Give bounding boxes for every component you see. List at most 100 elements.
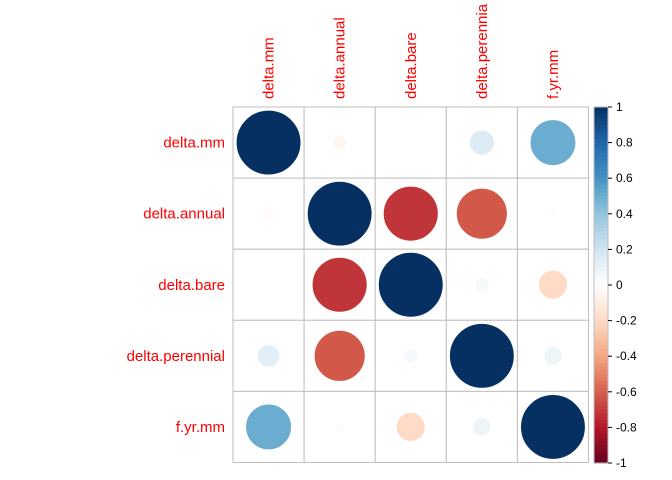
column-label: delta.annual (332, 17, 349, 99)
legend-swatch (594, 384, 608, 389)
legend-swatch (594, 242, 608, 247)
legend-swatch (594, 267, 608, 272)
legend-swatch (594, 423, 608, 428)
legend-swatch (594, 153, 608, 158)
legend-swatch (594, 185, 608, 190)
correlation-circle (262, 207, 275, 220)
grid-cell (516, 248, 590, 321)
column-label: delta.mm (261, 37, 278, 99)
grid-cell (374, 106, 447, 179)
correlation-circle (403, 348, 419, 364)
legend-swatch (594, 149, 608, 154)
legend-swatch (594, 220, 608, 226)
legend-swatch (594, 391, 608, 396)
legend-swatch (594, 260, 608, 265)
legend-swatch (594, 299, 608, 304)
legend-swatch (594, 192, 608, 197)
legend-swatch (594, 295, 608, 300)
correlation-circle (543, 346, 563, 366)
color-legend: 1 0.8 0.6 0.4 0.2 0 -0.2 -0.4 -0.6 -0.8 -1 (593, 100, 637, 470)
correlation-circle (468, 129, 495, 156)
correlation-circle (256, 344, 281, 368)
correlation-circle (377, 251, 444, 318)
legend-tick-label: 1 (616, 100, 623, 114)
legend-tick-label: 0 (616, 278, 623, 292)
legend-swatch (594, 156, 608, 161)
legend-swatch (594, 309, 608, 315)
legend-swatch (594, 199, 608, 204)
legend-swatch (594, 331, 608, 336)
column-label: delta.bare (403, 32, 420, 99)
legend-tick-label: 0.6 (616, 171, 633, 185)
correlation-circle (382, 185, 439, 242)
correlation-circle (332, 134, 348, 151)
cells-layer (232, 106, 590, 463)
legend-swatch (594, 327, 608, 332)
legend-swatch (594, 366, 608, 372)
legend-swatch (594, 452, 608, 457)
legend-swatch (594, 359, 608, 364)
legend-swatch (594, 288, 608, 293)
legend-swatch (594, 448, 608, 453)
legend-swatch (594, 224, 608, 229)
legend-tick-label: -0.4 (616, 349, 637, 363)
legend-swatch (594, 349, 608, 354)
legend-swatch (594, 110, 608, 115)
legend-swatch (594, 277, 608, 283)
legend-swatch (594, 188, 608, 194)
legend-swatch (594, 196, 608, 201)
legend-swatch (594, 416, 608, 421)
legend-swatch (594, 306, 608, 311)
legend-swatch (594, 167, 608, 172)
legend-swatch (594, 256, 608, 261)
correlation-circle (395, 412, 426, 442)
grid-cell (303, 390, 376, 463)
legend-swatch (594, 374, 608, 379)
column-labels: delta.mm delta.annual delta.bare delta.pere… (261, 3, 562, 99)
legend-swatch (594, 313, 608, 318)
correlation-circle (334, 421, 345, 432)
legend-swatch (594, 160, 608, 165)
legend-swatch (594, 459, 608, 464)
legend-swatch (594, 370, 608, 375)
circles-layer (235, 109, 586, 460)
legend-swatch (594, 263, 608, 268)
legend-swatch (594, 420, 608, 425)
legend-swatch (594, 427, 608, 432)
legend-swatch (594, 398, 608, 404)
legend-swatch (594, 352, 608, 357)
legend-swatch (594, 324, 608, 329)
legend-swatch (594, 430, 608, 436)
legend-swatch (594, 292, 608, 297)
legend-swatch (594, 171, 608, 176)
legend-swatch (594, 363, 608, 368)
legend-swatch (594, 131, 608, 137)
row-labels: delta.mm delta.annual delta.bare delta.pere… (127, 135, 225, 436)
correlation-circle (306, 180, 373, 247)
legend-swatch (594, 320, 608, 325)
legend-swatch (594, 345, 608, 350)
legend-swatch (594, 238, 608, 243)
legend-swatch (594, 228, 608, 233)
legend-swatch (594, 163, 608, 169)
legend-swatch (594, 217, 608, 222)
legend-swatch (594, 302, 608, 307)
legend-swatch (594, 409, 608, 414)
legend-swatch (594, 249, 608, 254)
correlation-circle (449, 323, 515, 389)
legend-swatch (594, 135, 608, 140)
legend-swatch (594, 245, 608, 250)
legend-swatch (594, 252, 608, 258)
row-label: delta.mm (163, 135, 225, 152)
row-label: f.yr.mm (176, 419, 225, 436)
legend-swatch (594, 341, 608, 347)
legend-tick-label: -1 (616, 456, 627, 470)
legend-swatch (594, 381, 608, 386)
legend-swatch (594, 270, 608, 275)
legend-swatch (594, 128, 608, 133)
row-label: delta.bare (158, 277, 225, 294)
legend-swatch (594, 413, 608, 418)
correlation-circle (520, 394, 586, 460)
legend-swatch (594, 434, 608, 439)
